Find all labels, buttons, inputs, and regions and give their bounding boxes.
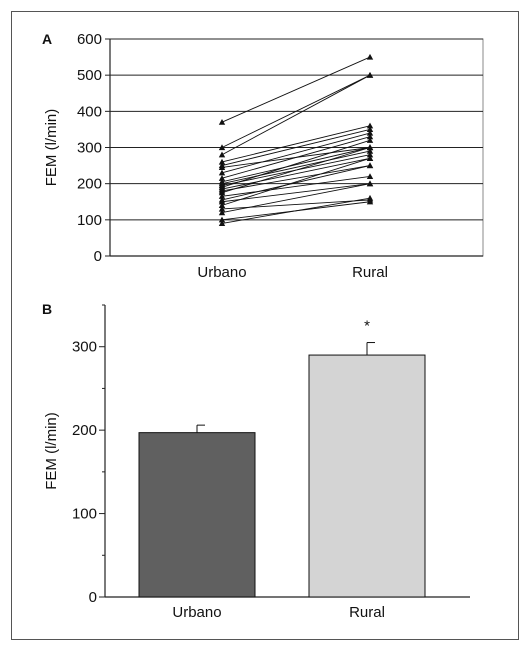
panel-a-series-line	[221, 175, 371, 197]
panel-a-series-line	[221, 125, 371, 163]
panel-a-point-rural	[366, 122, 374, 129]
panel-a-point-urbano	[218, 205, 226, 212]
panel-a-series-line	[221, 74, 371, 148]
panel-a-point-rural	[366, 198, 374, 205]
panel-a-point-rural	[366, 151, 374, 158]
panel-a-series-line	[221, 197, 371, 224]
panel-a-point-rural	[366, 173, 374, 180]
panel-a-point-rural	[366, 129, 374, 136]
panel-a-point-urbano	[218, 169, 226, 176]
panel-a-point-urbano	[218, 144, 226, 151]
panel-a-x-tick-label: Rural	[352, 264, 388, 281]
panel-a-letter: A	[42, 31, 52, 47]
panel-a-series-line	[221, 165, 371, 201]
panel-a-point-urbano	[218, 198, 226, 205]
panel-a-point-rural	[366, 133, 374, 140]
panel-a-point-rural	[366, 162, 374, 169]
panel-a-y-tick-label: 600	[77, 31, 102, 48]
panel-b-bar	[308, 354, 426, 598]
panel-a-series-line	[221, 157, 371, 206]
panel-a-y-tick-label: 0	[94, 248, 102, 265]
panel-a-point-rural	[366, 194, 374, 201]
panel-a-series-line	[221, 157, 371, 190]
panel-a-point-urbano	[218, 151, 226, 158]
panel-a-point-rural	[366, 137, 374, 143]
panel-a-y-tick-label: 300	[77, 140, 102, 157]
panel-a-y-tick-label: 400	[77, 103, 102, 120]
panel-a-series-line	[221, 165, 371, 192]
panel-a-series-line	[221, 128, 371, 167]
panel-a-point-rural	[366, 126, 374, 133]
panel-a-point-urbano	[218, 118, 226, 125]
panel-b-letter: B	[42, 301, 52, 317]
panel-a-point-rural	[366, 71, 374, 78]
panel-a-point-rural	[366, 147, 374, 154]
panel-b-y-tick-label: 300	[72, 339, 97, 356]
panel-b-y-tick-label: 200	[72, 422, 97, 439]
panel-a-x-tick-label: Urbano	[197, 264, 246, 281]
panel-a-series-line	[221, 150, 371, 185]
panel-a-series-line	[221, 147, 371, 183]
panel-a-series-line	[221, 56, 371, 123]
panel-b-y-tick-label: 100	[72, 506, 97, 523]
panel-a-y-tick-label: 100	[77, 212, 102, 229]
figure-frame	[11, 11, 519, 640]
panel-a-series-line	[221, 136, 371, 179]
panel-b-x-tick-label: Urbano	[172, 604, 221, 621]
panel-b-bar	[138, 432, 256, 598]
panel-a-series-line	[221, 183, 371, 203]
panel-a-point-rural	[366, 53, 374, 60]
panel-a-point-urbano	[218, 158, 226, 165]
panel-a-point-urbano	[218, 202, 226, 208]
panel-a-series-line	[221, 147, 371, 194]
panel-a-y-tick-label: 200	[77, 176, 102, 193]
panel-a-y-tick-label: 500	[77, 67, 102, 84]
panel-b-significance-marker: *	[364, 318, 370, 335]
panel-a-point-rural	[366, 144, 374, 151]
panel-a-point-urbano	[218, 216, 226, 223]
panel-a-series-line	[221, 132, 371, 174]
panel-a-point-urbano	[218, 164, 226, 170]
panel-a-point-urbano	[218, 209, 226, 216]
panel-b-x-tick-label: Rural	[349, 604, 385, 621]
panel-a-series-line	[221, 74, 371, 156]
panel-a-point-urbano	[218, 189, 226, 196]
panel-a-point-rural	[366, 155, 374, 161]
panel-b-y-axis-title: FEM (l/min)	[43, 412, 60, 490]
panel-a-point-urbano	[218, 193, 226, 199]
panel-b-y-tick-label: 0	[89, 589, 97, 606]
panel-a-y-axis-title: FEM (l/min)	[43, 109, 60, 187]
panel-a-point-urbano	[218, 175, 226, 181]
panel-a-point-rural	[366, 180, 374, 187]
panel-a-series-line	[221, 139, 371, 188]
panel-a-series-line	[221, 183, 371, 214]
panel-a-point-urbano	[218, 220, 226, 227]
